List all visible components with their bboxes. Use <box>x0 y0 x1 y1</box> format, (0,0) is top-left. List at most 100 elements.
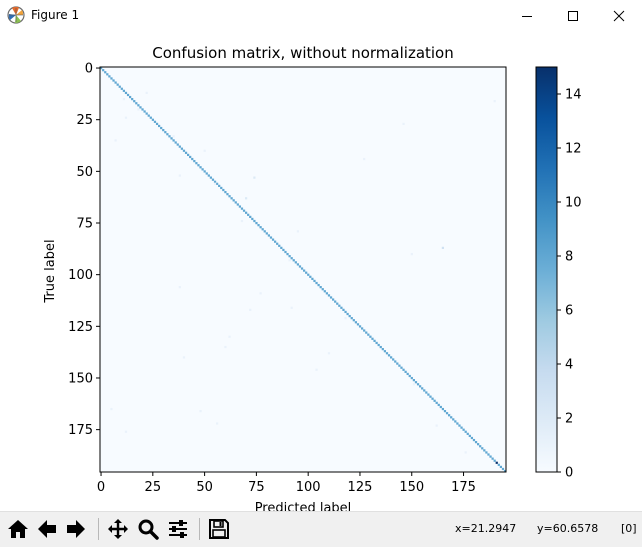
heatmap-cell-diagonal <box>191 157 194 161</box>
heatmap-cell <box>199 410 202 413</box>
heatmap-cell <box>213 182 217 185</box>
heatmap-cell-diagonal <box>166 133 169 136</box>
heatmap-cell-diagonal <box>487 453 490 456</box>
heatmap-cell-diagonal <box>477 443 480 446</box>
colorbar-tick-label: 12 <box>565 142 582 157</box>
heatmap-cell-diagonal <box>143 110 146 113</box>
heatmap-cell-diagonal <box>499 465 503 469</box>
y-tick-label: 50 <box>76 165 93 180</box>
heatmap-cell-diagonal <box>408 374 411 378</box>
heatmap-cell-diagonal <box>305 271 308 274</box>
x-tick-label: 150 <box>399 480 424 495</box>
minimize-button[interactable] <box>504 0 550 31</box>
heatmap-cell-diagonal <box>224 190 227 194</box>
heatmap-cell-diagonal <box>216 182 219 185</box>
heatmap-cell-diagonal <box>232 199 235 202</box>
y-tick-label: 125 <box>68 320 93 335</box>
heatmap-cell <box>441 246 445 249</box>
heatmap-cell <box>315 368 318 371</box>
heatmap-cell-diagonal <box>255 221 258 225</box>
heatmap-cell-diagonal <box>286 252 289 256</box>
heatmap-cell-diagonal <box>102 69 105 72</box>
heatmap-cell-diagonal <box>474 441 478 444</box>
heatmap-cell-diagonal <box>282 248 285 252</box>
matplotlib-icon <box>7 6 25 24</box>
pan-button[interactable] <box>105 516 131 542</box>
heatmap-cell-diagonal <box>448 414 451 417</box>
heatmap-cell-diagonal <box>321 288 324 291</box>
confusion-matrix-chart[interactable]: Confusion matrix, without normalization … <box>0 31 642 511</box>
heatmap-cell <box>288 259 291 262</box>
heatmap-cell-diagonal <box>234 201 237 204</box>
heatmap-cell-diagonal <box>414 381 418 384</box>
heatmap-cell <box>216 422 219 425</box>
heatmap-cell-diagonal <box>479 445 482 448</box>
colorbar-tick-label: 14 <box>565 88 582 103</box>
heatmap-cell-diagonal <box>481 447 484 450</box>
heatmap-cell-diagonal <box>261 228 264 231</box>
y-axis-label: True label <box>43 239 58 303</box>
heatmap-cell <box>240 219 244 223</box>
heatmap-cell-diagonal <box>462 428 465 431</box>
heatmap-cell-diagonal <box>396 362 399 365</box>
heatmap-cell <box>253 176 256 179</box>
heatmap-cell-diagonal <box>108 75 111 78</box>
heatmap-cell <box>259 292 262 295</box>
heatmap-cell-diagonal <box>238 205 242 208</box>
heatmap-cell-diagonal <box>421 387 424 390</box>
close-button[interactable] <box>596 0 642 31</box>
heatmap-cell-diagonal <box>344 310 347 314</box>
heatmap-cell-diagonal <box>135 102 138 105</box>
maximize-button[interactable] <box>550 0 596 31</box>
heatmap-cell-diagonal <box>441 407 445 411</box>
heatmap-cell-diagonal <box>323 290 326 293</box>
heatmap-cell-diagonal <box>361 327 364 330</box>
heatmap-cell <box>435 424 438 427</box>
figure-canvas[interactable]: Confusion matrix, without normalization … <box>0 31 642 511</box>
heatmap-cell-diagonal <box>398 364 401 367</box>
heatmap-cell-diagonal <box>373 339 376 342</box>
heatmap-cell-diagonal <box>247 213 250 216</box>
configure-subplots-button[interactable] <box>165 516 191 542</box>
heatmap-cell <box>172 135 175 138</box>
heatmap-cell <box>178 286 181 289</box>
heatmap-cell-diagonal <box>187 153 190 157</box>
heatmap-cell <box>245 197 248 200</box>
back-button[interactable] <box>34 516 60 542</box>
x-tick-label: 50 <box>196 480 213 495</box>
home-button[interactable] <box>5 516 31 542</box>
zoom-button[interactable] <box>135 516 161 542</box>
arrow-right-icon <box>67 520 85 538</box>
heatmap-cell-diagonal <box>182 149 186 152</box>
heatmap-cell <box>296 230 300 233</box>
x-coordinate-readout: x=21.2947 <box>455 522 517 535</box>
heatmap-cell-diagonal <box>458 424 461 427</box>
heatmap-cell-diagonal <box>141 108 144 111</box>
heatmap-cell-diagonal <box>367 333 370 336</box>
heatmap-cell-diagonal <box>242 209 246 212</box>
heatmap-cell-diagonal <box>460 426 463 429</box>
save-button[interactable] <box>206 516 232 542</box>
heatmap-cell-diagonal <box>145 112 148 115</box>
y-tick-label: 75 <box>76 217 93 232</box>
heatmap-cell-diagonal <box>404 370 407 373</box>
heatmap-cell-diagonal <box>139 106 142 109</box>
heatmap-cell-diagonal <box>207 174 210 177</box>
heatmap-cell-diagonal <box>257 224 260 227</box>
heatmap-cell <box>327 352 331 355</box>
heatmap-cell-diagonal <box>365 331 368 334</box>
heatmap-cell-diagonal <box>311 277 314 280</box>
toolbar-separator <box>199 518 200 540</box>
forward-button[interactable] <box>63 516 89 542</box>
heatmap-cell-diagonal <box>147 114 150 117</box>
heatmap-cell-diagonal <box>358 325 362 328</box>
heatmap-cell-diagonal <box>329 296 333 299</box>
arrow-left-icon <box>38 520 56 538</box>
x-tick-label: 25 <box>145 480 162 495</box>
heatmap-cell-diagonal <box>199 166 202 169</box>
heatmap-cell-diagonal <box>385 352 389 355</box>
heatmap-cell-diagonal <box>371 337 374 340</box>
heatmap-cell-diagonal <box>352 319 355 322</box>
maximize-icon <box>568 10 578 21</box>
heatmap-cell-diagonal <box>348 314 351 318</box>
